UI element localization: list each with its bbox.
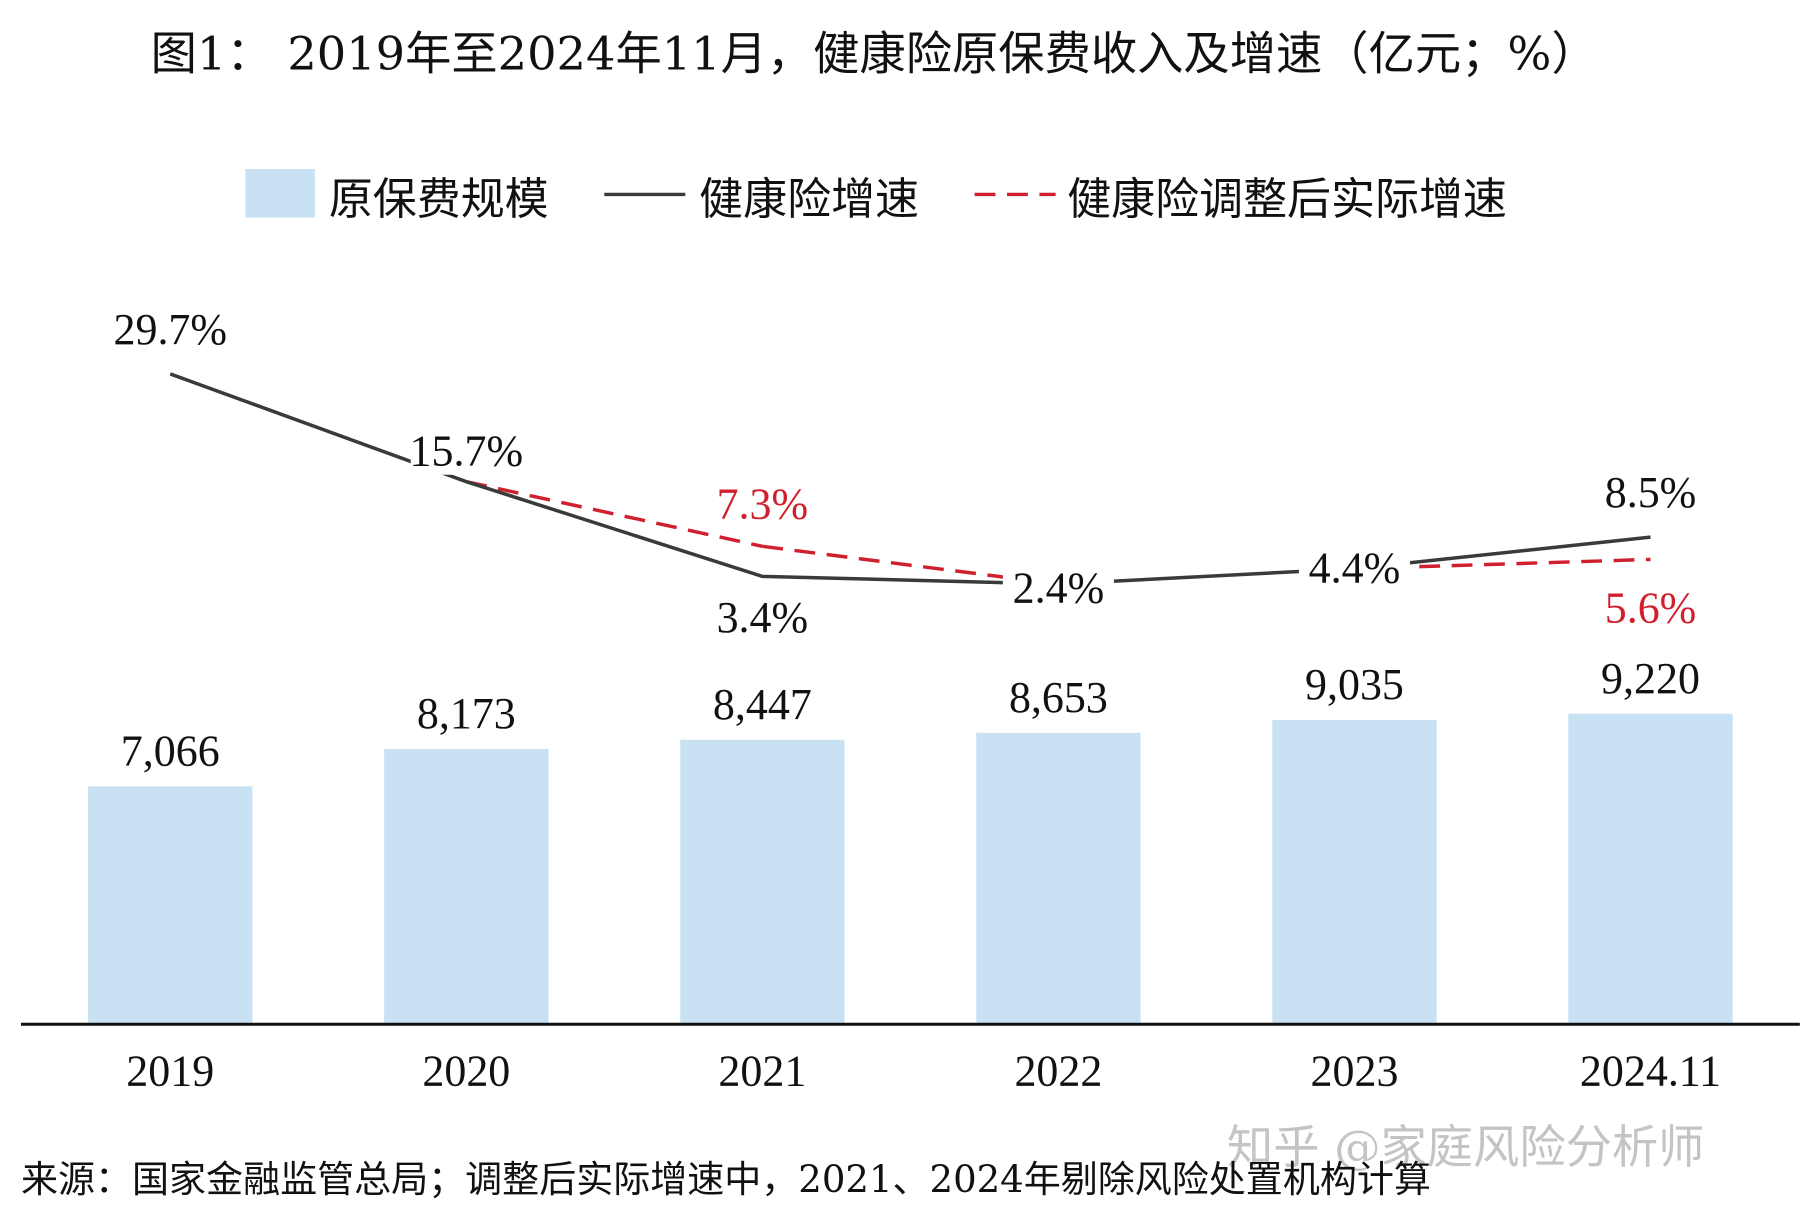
- growth-label: 29.7%: [113, 305, 227, 354]
- growth-label: 3.4%: [717, 593, 809, 642]
- x-tick-label: 2023: [1310, 1047, 1398, 1096]
- chart-title: 图1： 2019年至2024年11月，健康险原保费收入及增速（亿元；%）: [151, 26, 1598, 80]
- growth-line: [169, 372, 1651, 586]
- growth-label-bg: [410, 426, 522, 475]
- bar-2022: [976, 732, 1141, 1025]
- x-tick-label: 2022: [1014, 1047, 1102, 1096]
- legend-label-line: 健康险增速: [699, 174, 919, 225]
- legend-swatch-bar: [245, 168, 315, 218]
- bar-label: 8,447: [713, 680, 812, 729]
- bar-2023: [1272, 719, 1437, 1025]
- watermark: 知乎 @家庭风险分析师: [1227, 1120, 1705, 1174]
- growth-label: 2.4%: [1013, 564, 1105, 613]
- bar-label: 8,653: [1009, 673, 1108, 722]
- adjusted-growth-segment: [762, 544, 1059, 586]
- x-tick-label: 2020: [422, 1047, 510, 1096]
- legend: 原保费规模 健康险增速 健康险调整后实际增速: [245, 168, 1507, 225]
- x-tick-label: 2024.11: [1580, 1047, 1721, 1096]
- growth-label: 8.5%: [1605, 468, 1697, 517]
- bar-label: 8,173: [417, 689, 516, 738]
- bar-label: 9,220: [1601, 654, 1700, 703]
- bar-2020: [384, 748, 549, 1025]
- growth-label-bg: [1002, 563, 1114, 612]
- x-tick-label: 2021: [718, 1047, 806, 1096]
- adjusted-growth-label: 5.6%: [1605, 584, 1697, 633]
- growth-label: 15.7%: [410, 426, 524, 475]
- bar-2024.11: [1568, 713, 1733, 1025]
- bar-label: 9,035: [1305, 660, 1404, 709]
- adjusted-growth-segment: [465, 479, 763, 549]
- growth-label: 4.4%: [1309, 544, 1401, 593]
- legend-label-bar: 原保费规模: [329, 174, 549, 225]
- source-note: 来源：国家金融监管总局；调整后实际增速中，2021、2024年剔除风险处置机构计…: [21, 1158, 1431, 1201]
- legend-label-dashed: 健康险调整后实际增速: [1067, 174, 1507, 225]
- bar-2019: [88, 786, 253, 1025]
- bar-label: 7,066: [121, 726, 220, 775]
- adjusted-growth-label: 7.3%: [717, 479, 809, 528]
- growth-label-bg: [706, 592, 818, 642]
- bar-2021: [680, 739, 845, 1025]
- x-tick-label: 2019: [126, 1047, 214, 1096]
- growth-label-bg: [1298, 543, 1411, 592]
